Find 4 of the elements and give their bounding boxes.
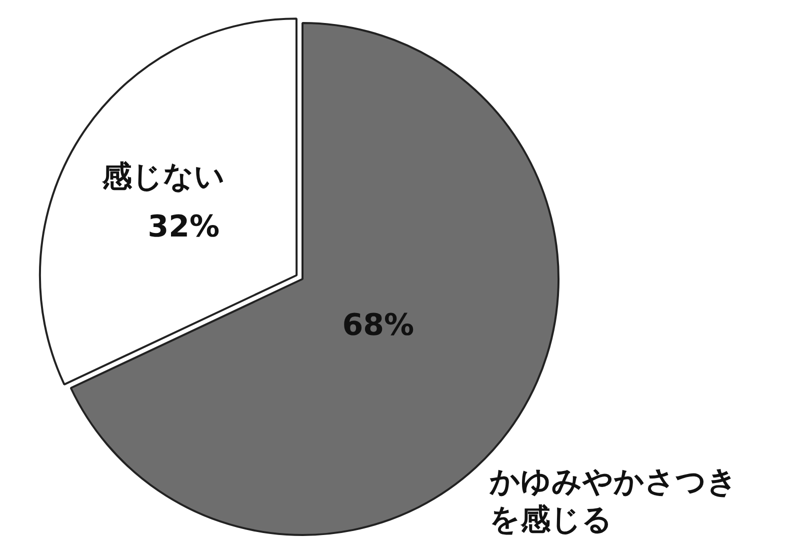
slice-label: 感じない	[101, 159, 226, 194]
data-label: 32%	[148, 209, 220, 244]
data-label: 68%	[342, 308, 414, 343]
slice-label: かゆみやかさつきを感じる	[488, 464, 738, 538]
